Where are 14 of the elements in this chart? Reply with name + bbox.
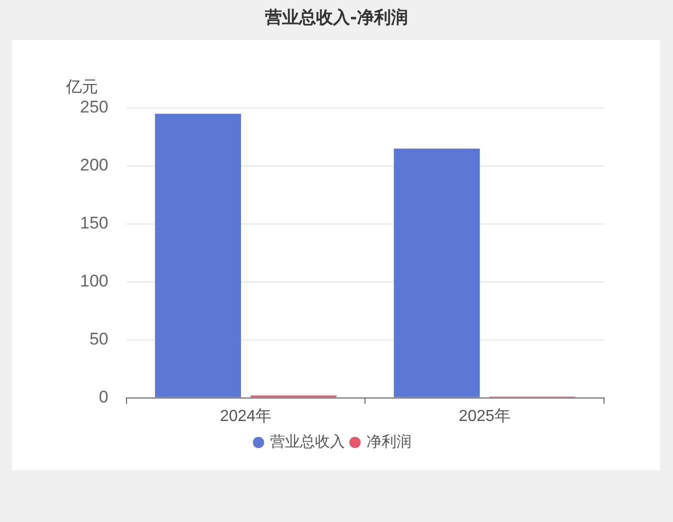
bar (155, 114, 241, 398)
y-tick-label: 250 (80, 98, 108, 117)
legend-label: 净利润 (366, 432, 412, 450)
y-tick-label: 0 (98, 387, 108, 406)
chart-title: 营业总收入-净利润 (264, 7, 410, 29)
y-tick-label: 200 (80, 156, 108, 175)
y-tick-label: 100 (80, 272, 108, 291)
y-tick-label: 50 (89, 330, 108, 349)
x-tick-label: 2024年 (220, 408, 272, 425)
y-axis-title: 亿元 (65, 77, 98, 96)
bar (394, 148, 480, 398)
x-tick-label: 2025年 (458, 408, 510, 425)
legend-label: 营业总收入 (270, 432, 345, 450)
y-tick-label: 150 (80, 214, 108, 233)
